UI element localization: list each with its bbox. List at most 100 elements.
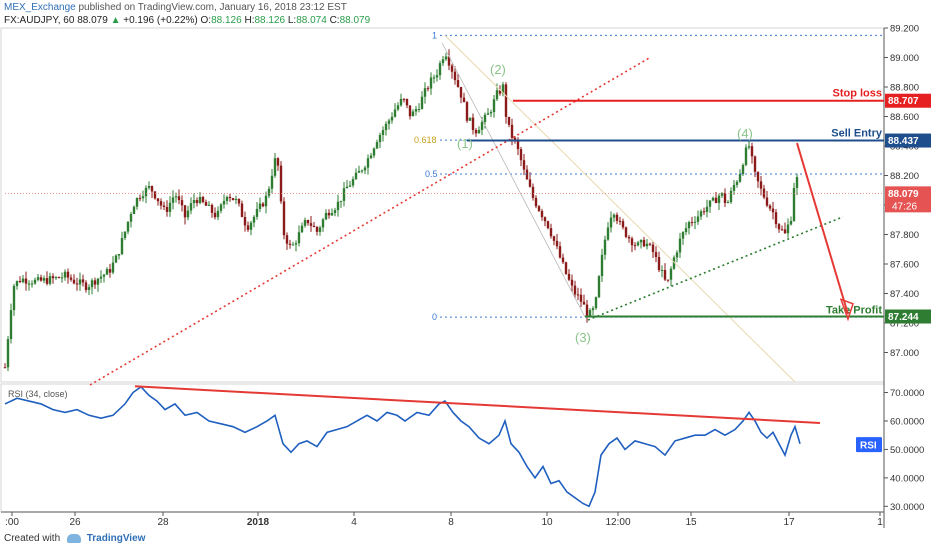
- candle-body: [186, 210, 190, 218]
- last-price: 88.079: [77, 15, 108, 26]
- candle-body: [315, 226, 319, 232]
- candle-body: [240, 203, 244, 218]
- candle-body: [543, 217, 547, 222]
- price-tick-label: 87.600: [890, 260, 919, 271]
- support-line: [587, 216, 844, 321]
- candle-body: [270, 175, 274, 189]
- sell-entry-badge: 88.437: [888, 136, 919, 147]
- candle-body: [201, 196, 205, 202]
- low-label: L:: [287, 15, 297, 26]
- candle-body: [612, 214, 616, 218]
- candle-body: [228, 196, 232, 199]
- candle-body: [369, 155, 373, 159]
- candle-body: [426, 88, 430, 90]
- candle-body: [9, 310, 13, 340]
- time-tick-label: 17: [783, 517, 795, 528]
- candle-body: [321, 219, 325, 228]
- fib-level-label: 0: [432, 312, 437, 322]
- candle-body: [726, 202, 730, 204]
- close-label: C:: [329, 15, 340, 26]
- candle-body: [177, 196, 181, 201]
- candle-body: [513, 137, 517, 142]
- candle-body: [405, 98, 409, 106]
- candle-body: [276, 158, 280, 166]
- candle-body: [504, 84, 508, 117]
- footer: Created with TradingView: [4, 533, 145, 544]
- candle-body: [690, 222, 694, 224]
- price-chart[interactable]: 89.20089.00088.80088.60088.40088.20088.0…: [0, 0, 932, 530]
- candle-body: [474, 129, 478, 134]
- candle-body: [222, 201, 226, 205]
- candle-body: [69, 277, 73, 280]
- candle-body: [537, 206, 541, 211]
- candle-body: [246, 225, 250, 230]
- candle-body: [90, 280, 94, 288]
- candle-body: [549, 228, 553, 237]
- candle-body: [774, 212, 778, 225]
- tradingview-brand[interactable]: TradingView: [86, 533, 146, 544]
- candle-body: [639, 239, 643, 243]
- candle-body: [327, 212, 331, 216]
- candle-body: [390, 116, 394, 121]
- candle-body: [87, 287, 91, 290]
- candle-body: [576, 294, 580, 296]
- candle-body: [150, 186, 154, 192]
- candle-body: [21, 278, 25, 283]
- publisher-name[interactable]: MEX_Exchange: [4, 2, 76, 13]
- rsi-tick-label: 70.0000: [890, 388, 924, 399]
- candle-body: [579, 294, 583, 302]
- candle-body: [57, 277, 61, 279]
- candle-body: [189, 203, 193, 211]
- candle-body: [207, 204, 211, 206]
- candle-body: [795, 177, 799, 188]
- candle-body: [759, 181, 763, 189]
- rsi-tick-label: 50.0000: [890, 445, 924, 456]
- candle-body: [429, 77, 433, 89]
- price-tick-label: 88.200: [890, 171, 919, 182]
- candle-body: [30, 283, 34, 285]
- candle-body: [642, 239, 646, 247]
- candle-body: [462, 97, 466, 103]
- price-tick-label: 87.000: [890, 348, 919, 359]
- candle-body: [573, 285, 577, 295]
- candle-body: [660, 270, 664, 272]
- candle-body: [768, 205, 772, 209]
- candle-body: [252, 216, 256, 223]
- candle-body: [729, 190, 733, 203]
- chart-header-ohlc: FX:AUDJPY, 60 88.079 ▲ +0.196 (+0.22%) O…: [4, 15, 370, 26]
- candle-body: [213, 212, 217, 218]
- candle-body: [522, 160, 526, 170]
- candle-body: [585, 304, 589, 316]
- projection-arrow-line: [796, 142, 849, 315]
- candle-body: [165, 206, 169, 212]
- candle-body: [783, 229, 787, 234]
- candle-body: [264, 195, 268, 207]
- countdown-badge: 47:26: [892, 201, 917, 212]
- candle-body: [366, 158, 370, 168]
- candle-body: [396, 105, 400, 110]
- fib-level-label: 1: [432, 30, 437, 40]
- candle-body: [33, 279, 37, 284]
- candle-body: [420, 96, 424, 109]
- candle-body: [153, 191, 157, 199]
- candle-body: [456, 80, 460, 87]
- candle-body: [411, 111, 415, 117]
- candle-body: [3, 367, 7, 369]
- candle-body: [102, 274, 106, 277]
- candle-body: [603, 239, 607, 255]
- candle-body: [6, 339, 10, 368]
- time-tick-label: :00: [5, 517, 19, 528]
- candle-body: [780, 229, 784, 231]
- candle-body: [51, 276, 55, 279]
- time-tick-label: 4: [351, 517, 357, 528]
- rsi-badge-bg: [856, 437, 882, 453]
- candle-body: [294, 243, 298, 245]
- candle-body: [48, 276, 52, 284]
- price-tick-label: 88.600: [890, 112, 919, 123]
- candle-body: [300, 225, 304, 233]
- candle-body: [432, 77, 436, 79]
- last-price-badge-bg: [885, 186, 931, 213]
- candle-body: [267, 188, 271, 196]
- candle-body: [534, 197, 538, 207]
- candle-body: [378, 134, 382, 143]
